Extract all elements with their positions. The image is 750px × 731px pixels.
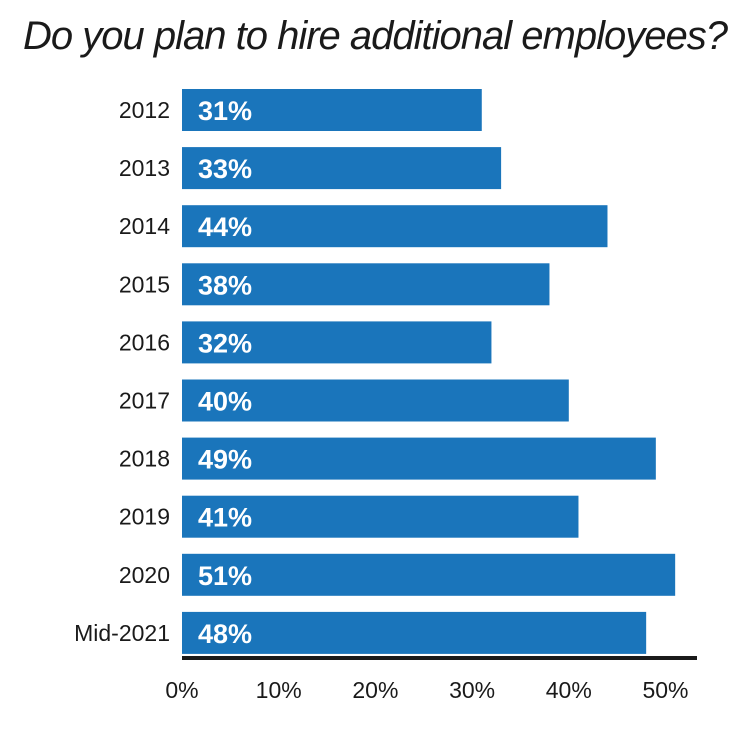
x-tick-label: 40% [546,677,592,703]
data-label: 48% [198,619,252,649]
data-label: 40% [198,387,252,417]
chart-title: Do you plan to hire additional employees… [23,14,728,58]
category-labels: 2012 2013 2014 2015 2016 2017 2018 2019 2020 Mid-… [74,97,170,646]
category-label: 2018 [119,446,170,472]
x-tick-labels: 0% 10% 20% 30% 40% 50% [165,677,688,703]
bar-2015 [182,263,550,306]
category-label: 2012 [119,97,170,123]
x-tick-label: 10% [256,677,302,703]
bar-2014 [182,205,608,248]
category-label: Mid-2021 [74,620,170,646]
x-tick-label: 50% [642,677,688,703]
category-label: 2015 [119,271,170,297]
category-label: 2020 [119,562,170,588]
data-label: 38% [198,270,252,300]
x-tick-label: 30% [449,677,495,703]
data-label: 41% [198,503,252,533]
value-labels: 31% 33% 44% 38% 32% 40% 49% 41% 51% 48% [198,96,252,649]
category-label: 2019 [119,504,170,530]
bar-2019 [182,495,579,538]
data-label: 44% [198,212,252,242]
bar-2018 [182,437,656,480]
category-label: 2013 [119,155,170,181]
bar-2017 [182,379,569,422]
category-label: 2016 [119,329,170,355]
bar-2016 [182,321,492,364]
category-label: 2017 [119,388,170,414]
bar-mid-2021 [182,611,647,654]
data-label: 31% [198,96,252,126]
bar-2013 [182,147,502,190]
data-label: 49% [198,445,252,475]
category-label: 2014 [119,213,170,239]
bar-2020 [182,553,676,596]
data-label: 51% [198,561,252,591]
x-tick-label: 0% [165,677,198,703]
bar-2012 [182,89,482,131]
x-tick-label: 20% [352,677,398,703]
data-label: 33% [198,154,252,184]
data-label: 32% [198,328,252,358]
bars-layer [182,89,676,654]
